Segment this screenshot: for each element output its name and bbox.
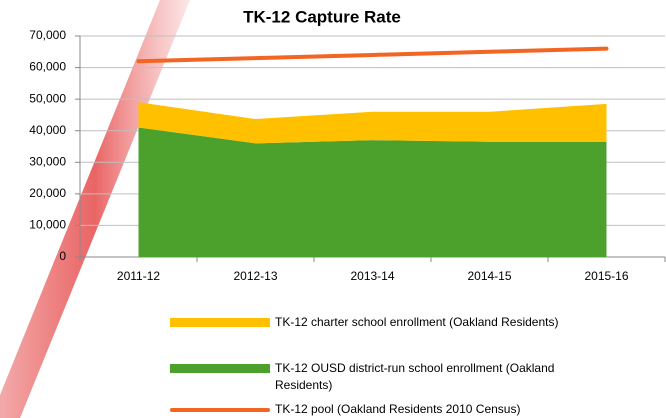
legend-entry: TK-12 OUSD district-run school enrollmen… bbox=[170, 360, 590, 394]
legend-swatch bbox=[170, 318, 270, 327]
line bbox=[136, 46, 609, 64]
y-tick-label: 0 bbox=[59, 249, 66, 263]
legend-swatch bbox=[170, 364, 270, 373]
legend-entry: TK-12 charter school enrollment (Oakland… bbox=[170, 314, 590, 331]
legend-label: TK-12 charter school enrollment (Oakland… bbox=[275, 315, 559, 329]
x-tick-label: 2013-14 bbox=[350, 269, 394, 283]
y-tick-label: 10,000 bbox=[29, 218, 66, 232]
area bbox=[138, 127, 607, 257]
legend-swatch bbox=[170, 408, 270, 412]
y-tick-label: 60,000 bbox=[29, 60, 66, 74]
x-tick-label: 2014-15 bbox=[467, 269, 511, 283]
y-tick-label: 40,000 bbox=[29, 123, 66, 137]
legend-label: TK-12 pool (Oakland Residents 2010 Censu… bbox=[275, 402, 521, 416]
area bbox=[138, 102, 607, 144]
x-tick-label: 2011-12 bbox=[117, 269, 160, 283]
y-tick-label: 70,000 bbox=[29, 28, 66, 42]
x-tick-label: 2015-16 bbox=[584, 269, 628, 283]
x-tick-label: 2012-13 bbox=[233, 269, 277, 283]
y-tick-label: 50,000 bbox=[29, 91, 66, 105]
chart-title: TK-12 Capture Rate bbox=[243, 7, 401, 26]
y-tick-label: 20,000 bbox=[29, 186, 66, 200]
legend-label: TK-12 OUSD district-run school enrollmen… bbox=[275, 361, 555, 392]
y-tick-label: 30,000 bbox=[29, 154, 66, 168]
legend-entry: TK-12 pool (Oakland Residents 2010 Censu… bbox=[170, 401, 590, 418]
